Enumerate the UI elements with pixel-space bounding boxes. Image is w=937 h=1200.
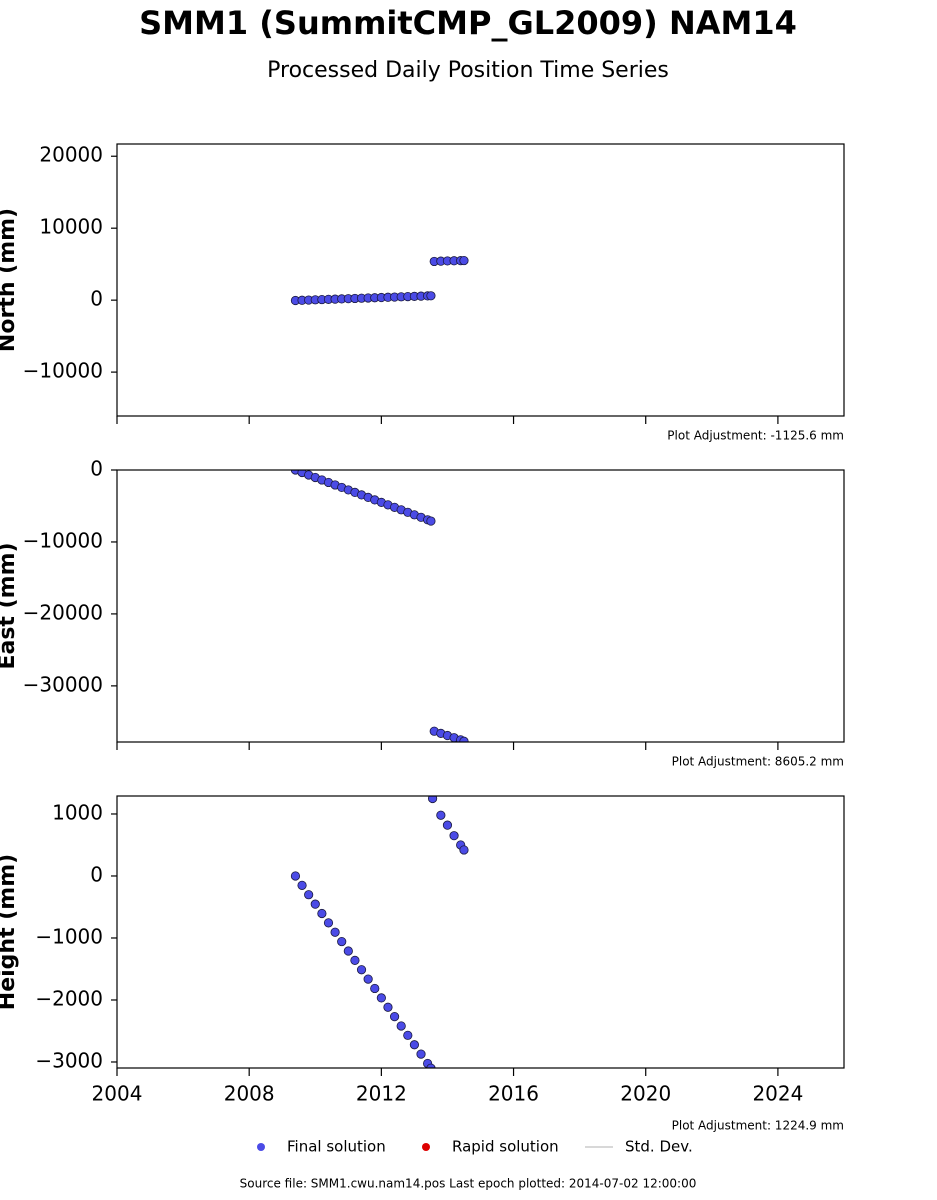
x-tick-label: 2008 bbox=[224, 1082, 275, 1106]
plot-area bbox=[290, 796, 469, 1068]
data-point bbox=[389, 1012, 400, 1022]
x-tick-label: 2016 bbox=[488, 1082, 539, 1106]
legend-marker bbox=[257, 1143, 265, 1151]
legend-marker bbox=[422, 1143, 430, 1151]
y-tick-label: 20000 bbox=[39, 143, 103, 167]
data-point bbox=[330, 927, 340, 937]
data-point bbox=[343, 946, 353, 956]
y-axis-label: East (mm) bbox=[0, 542, 20, 669]
y-tick-label: 1000 bbox=[52, 800, 103, 824]
data-point bbox=[310, 899, 320, 909]
plot-area bbox=[290, 255, 469, 306]
data-point bbox=[426, 516, 436, 526]
plot-adjustment: Plot Adjustment: -1125.6 mm bbox=[667, 429, 844, 443]
y-tick-label: −1000 bbox=[35, 924, 103, 948]
data-point bbox=[304, 890, 314, 900]
data-point bbox=[363, 974, 373, 984]
data-point bbox=[427, 796, 438, 804]
data-point bbox=[449, 831, 459, 841]
data-point bbox=[403, 1030, 413, 1040]
data-point bbox=[416, 1049, 426, 1059]
data-point bbox=[459, 736, 469, 742]
axes-frame bbox=[116, 469, 845, 743]
y-tick-label: −3000 bbox=[35, 1048, 103, 1072]
x-tick-label: 2024 bbox=[752, 1082, 803, 1106]
subtitle: Processed Daily Position Time Series bbox=[267, 58, 669, 83]
data-point bbox=[409, 1040, 420, 1050]
data-point bbox=[426, 1063, 436, 1068]
y-tick-label: −2000 bbox=[35, 986, 103, 1010]
y-tick-label: −30000 bbox=[23, 672, 103, 696]
data-point bbox=[370, 983, 380, 994]
y-axis-label: North (mm) bbox=[0, 208, 20, 352]
y-tick-label: 0 bbox=[90, 457, 103, 481]
data-point bbox=[442, 820, 453, 830]
data-point bbox=[317, 908, 327, 919]
x-tick-label: 2020 bbox=[620, 1082, 671, 1106]
y-tick-label: 10000 bbox=[39, 215, 103, 239]
plot-area bbox=[290, 470, 469, 742]
data-point bbox=[297, 880, 307, 890]
y-tick-label: −20000 bbox=[23, 600, 103, 624]
axes-frame bbox=[116, 143, 845, 417]
data-point bbox=[436, 810, 446, 820]
data-point bbox=[356, 965, 367, 975]
data-point bbox=[396, 1021, 406, 1031]
y-tick-label: 0 bbox=[90, 862, 103, 886]
data-point bbox=[376, 993, 386, 1003]
y-axis-label: Height (mm) bbox=[0, 854, 20, 1010]
data-point bbox=[383, 1002, 393, 1012]
data-point bbox=[350, 955, 360, 965]
data-point bbox=[459, 255, 469, 266]
y-tick-label: 0 bbox=[90, 287, 103, 311]
source-note: Source file: SMM1.cwu.nam14.pos Last epo… bbox=[240, 1177, 697, 1191]
axes-frame bbox=[116, 795, 845, 1069]
data-point bbox=[337, 936, 347, 947]
y-tick-label: −10000 bbox=[23, 359, 103, 383]
legend-label: Std. Dev. bbox=[625, 1138, 693, 1156]
plot-adjustment: Plot Adjustment: 1224.9 mm bbox=[672, 1119, 844, 1133]
data-point bbox=[459, 845, 469, 855]
legend-label: Rapid solution bbox=[452, 1138, 559, 1156]
y-tick-label: −10000 bbox=[23, 528, 103, 552]
x-tick-label: 2012 bbox=[356, 1082, 407, 1106]
legend-label: Final solution bbox=[287, 1138, 386, 1156]
title: SMM1 (SummitCMP_GL2009) NAM14 bbox=[139, 4, 797, 42]
data-point bbox=[323, 918, 334, 928]
data-point bbox=[290, 871, 301, 881]
x-tick-label: 2004 bbox=[92, 1082, 143, 1106]
plot-adjustment: Plot Adjustment: 8605.2 mm bbox=[672, 755, 844, 769]
data-point bbox=[426, 291, 436, 301]
